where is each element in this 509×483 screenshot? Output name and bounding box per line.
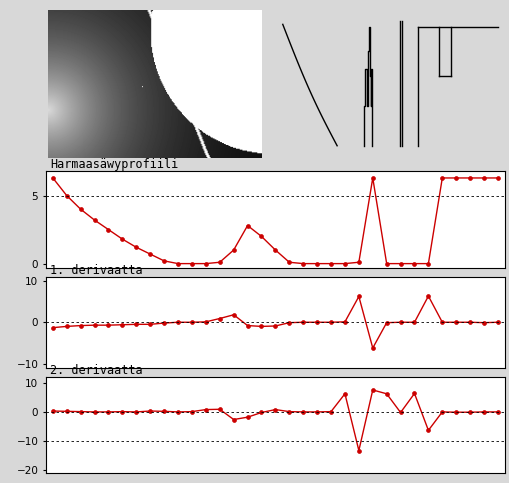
Text: Harmaasäwyprofiili: Harmaasäwyprofiili — [50, 158, 178, 171]
Text: 1. derivaatta: 1. derivaatta — [50, 264, 143, 277]
Text: 2. derivaatta: 2. derivaatta — [50, 364, 143, 377]
